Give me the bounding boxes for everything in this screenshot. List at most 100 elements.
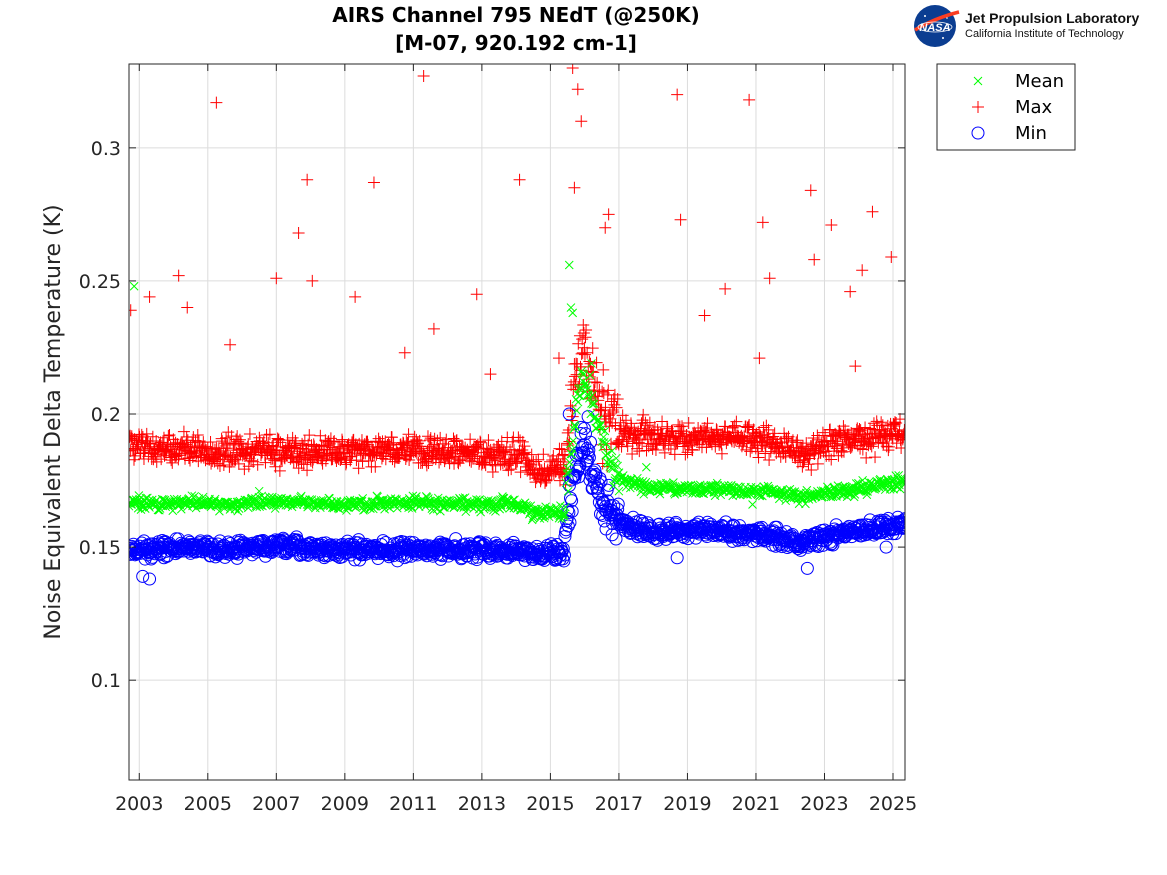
- mean-point: [472, 495, 481, 505]
- max-point: [752, 445, 765, 458]
- max-point: [766, 430, 779, 443]
- min-point: [557, 554, 571, 568]
- max-point: [155, 453, 168, 466]
- max-point: [517, 447, 530, 460]
- legend-label-mean: Mean: [1015, 71, 1064, 92]
- chart-title: AIRS Channel 795 NEdT (@250K) [M-07, 920…: [332, 3, 700, 55]
- min-point: [581, 454, 595, 468]
- max-point: [517, 447, 530, 460]
- max-point: [882, 440, 895, 453]
- max-point: [223, 460, 236, 473]
- max-point: [561, 426, 574, 439]
- mean-point: [565, 457, 574, 467]
- max-point: [714, 428, 727, 441]
- max-point: [743, 93, 756, 106]
- min-point: [136, 569, 150, 583]
- mean-point: [270, 504, 280, 513]
- max-point: [532, 453, 545, 466]
- mean-point: [601, 439, 611, 448]
- max-point: [410, 433, 423, 446]
- max-point: [835, 444, 848, 457]
- mean-point: [849, 492, 859, 502]
- max-point: [584, 357, 597, 370]
- max-point: [715, 438, 728, 451]
- max-point: [292, 227, 305, 240]
- max-point: [486, 466, 499, 479]
- max-point: [742, 420, 755, 433]
- max-point: [617, 420, 630, 433]
- max-point: [599, 221, 612, 234]
- mean-point: [788, 488, 798, 498]
- mean-point: [568, 445, 577, 454]
- min-point: [602, 478, 616, 492]
- max-point: [129, 449, 142, 462]
- max-point: [597, 363, 610, 376]
- x-tick-label: 2005: [184, 793, 232, 815]
- mean-point: [190, 491, 200, 501]
- max-point: [433, 456, 446, 469]
- min-point: [609, 532, 623, 546]
- max-point: [440, 433, 453, 446]
- max-point: [427, 322, 440, 335]
- mean-point: [462, 496, 472, 506]
- max-point: [181, 301, 194, 314]
- max-point: [402, 428, 415, 441]
- mean-point: [863, 487, 872, 496]
- max-point: [571, 357, 584, 370]
- min-point: [594, 475, 608, 489]
- max-point: [540, 474, 553, 487]
- min-point: [588, 463, 602, 477]
- chart-title-line-2: [M-07, 920.192 cm-1]: [395, 31, 637, 55]
- max-point: [268, 454, 281, 467]
- max-point: [568, 181, 581, 194]
- mean-point: [899, 476, 905, 486]
- max-point: [301, 464, 314, 477]
- max-point: [580, 324, 593, 337]
- max-point: [154, 442, 167, 455]
- max-point: [762, 423, 775, 436]
- mean-point: [812, 489, 822, 499]
- mean-point: [568, 436, 578, 446]
- max-point: [614, 416, 627, 429]
- mean-point: [588, 399, 598, 409]
- max-point: [172, 269, 185, 282]
- x-tick-label: 2017: [595, 793, 643, 815]
- series-max: [129, 64, 905, 491]
- max-point: [686, 444, 699, 457]
- max-point: [312, 446, 325, 459]
- max-point: [413, 434, 426, 447]
- mean-point: [611, 453, 621, 463]
- chart-title-line-1: AIRS Channel 795 NEdT (@250K): [332, 3, 700, 27]
- mean-point: [600, 426, 610, 436]
- max-point: [356, 455, 369, 468]
- max-point: [447, 432, 460, 445]
- min-point: [605, 528, 619, 542]
- mean-point: [561, 502, 570, 512]
- mean-point: [601, 450, 610, 460]
- min-point: [879, 540, 893, 554]
- max-point: [844, 285, 857, 298]
- mean-point: [556, 501, 565, 510]
- mean-point: [129, 281, 139, 291]
- max-point: [649, 443, 662, 456]
- max-point: [896, 433, 905, 446]
- max-point: [889, 416, 902, 429]
- mean-point: [561, 478, 571, 488]
- max-point: [303, 448, 316, 461]
- x-tick-label: 2003: [115, 793, 163, 815]
- max-point: [791, 434, 804, 447]
- mean-point: [566, 303, 576, 312]
- max-point: [420, 459, 433, 472]
- max-point: [306, 274, 319, 287]
- max-point: [599, 401, 612, 414]
- max-point: [286, 431, 299, 444]
- mean-point: [508, 495, 518, 505]
- mean-point: [900, 479, 905, 489]
- mean-point: [609, 460, 619, 470]
- mean-point: [563, 464, 572, 473]
- max-point: [566, 410, 579, 423]
- max-point: [489, 459, 502, 472]
- max-point: [763, 454, 776, 467]
- max-point: [620, 435, 633, 448]
- max-point: [219, 448, 232, 461]
